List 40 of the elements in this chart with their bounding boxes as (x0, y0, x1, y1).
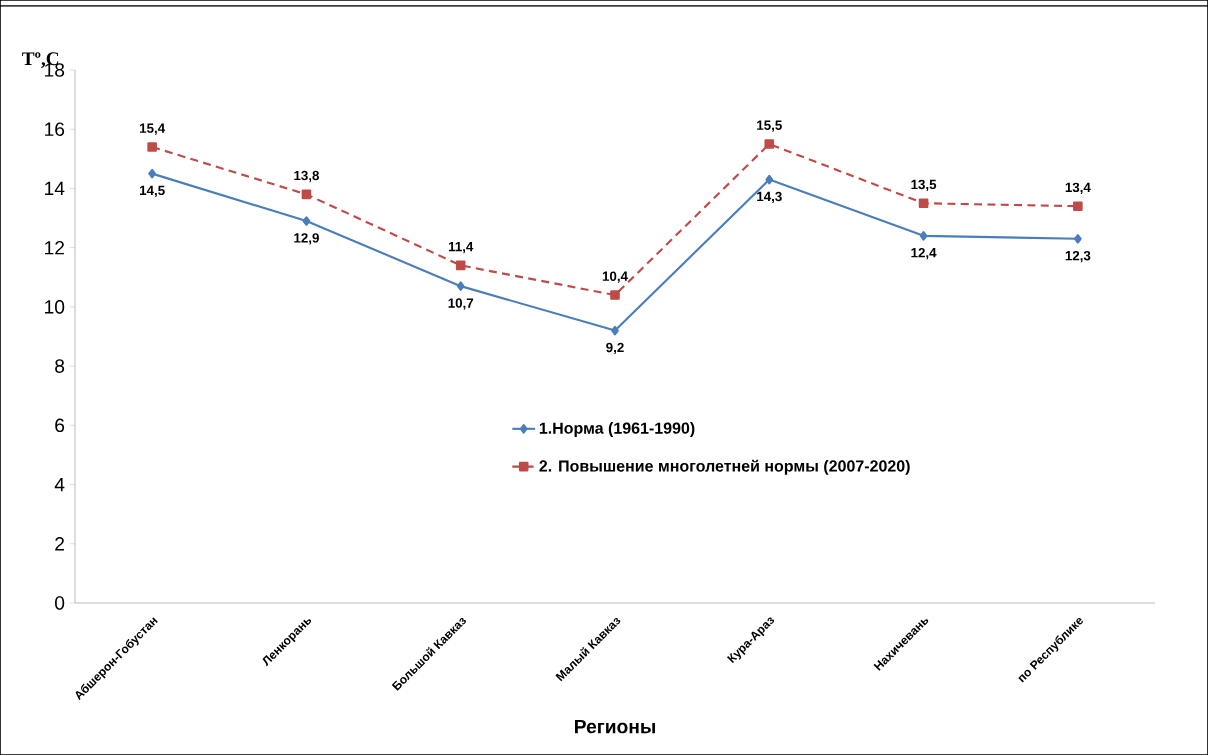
data-label: 13,8 (294, 170, 319, 183)
y-tick-label: 4 (54, 477, 65, 492)
data-label: 9,2 (606, 342, 624, 355)
y-tick-label: 0 (55, 596, 65, 610)
point (147, 142, 157, 152)
legend-label: 1.Норма (1961-1990) (539, 422, 695, 437)
data-label: 14,3 (757, 191, 782, 204)
data-label: 12,4 (911, 247, 937, 260)
y-tick-label: 2 (55, 537, 64, 551)
data-label: 13,5 (911, 179, 937, 192)
point (302, 216, 311, 226)
data-label: 13,4 (1065, 182, 1091, 195)
data-label: 10,4 (602, 271, 628, 283)
y-tick-label: 8 (55, 359, 65, 373)
y-tick-label: 14 (45, 181, 65, 196)
point (455, 260, 466, 271)
data-label: 15,4 (140, 123, 166, 135)
y-tick-label: 12 (45, 240, 64, 255)
data-label: 10,7 (448, 298, 474, 310)
point (1073, 233, 1082, 244)
data-label: 14,5 (140, 185, 165, 198)
y-tick-label: 10 (45, 300, 65, 314)
data-label: 15,5 (757, 120, 782, 132)
y-tick-label: 6 (55, 418, 65, 433)
point (148, 168, 157, 179)
point (765, 174, 774, 185)
point (456, 281, 465, 291)
point (611, 325, 619, 336)
data-label: 12,3 (1065, 250, 1091, 263)
point (919, 231, 928, 241)
point (918, 198, 929, 209)
x-axis-title: Регионы (575, 719, 655, 734)
point (301, 189, 312, 200)
point (610, 290, 620, 300)
point (764, 139, 775, 149)
data-label: 12,9 (294, 233, 319, 245)
data-label: 11,4 (448, 242, 474, 254)
legend-label: 2. Повышение многолетней нормы (2007-2020) (539, 459, 910, 475)
y-tick-label: 16 (45, 122, 65, 137)
point (1073, 201, 1083, 211)
